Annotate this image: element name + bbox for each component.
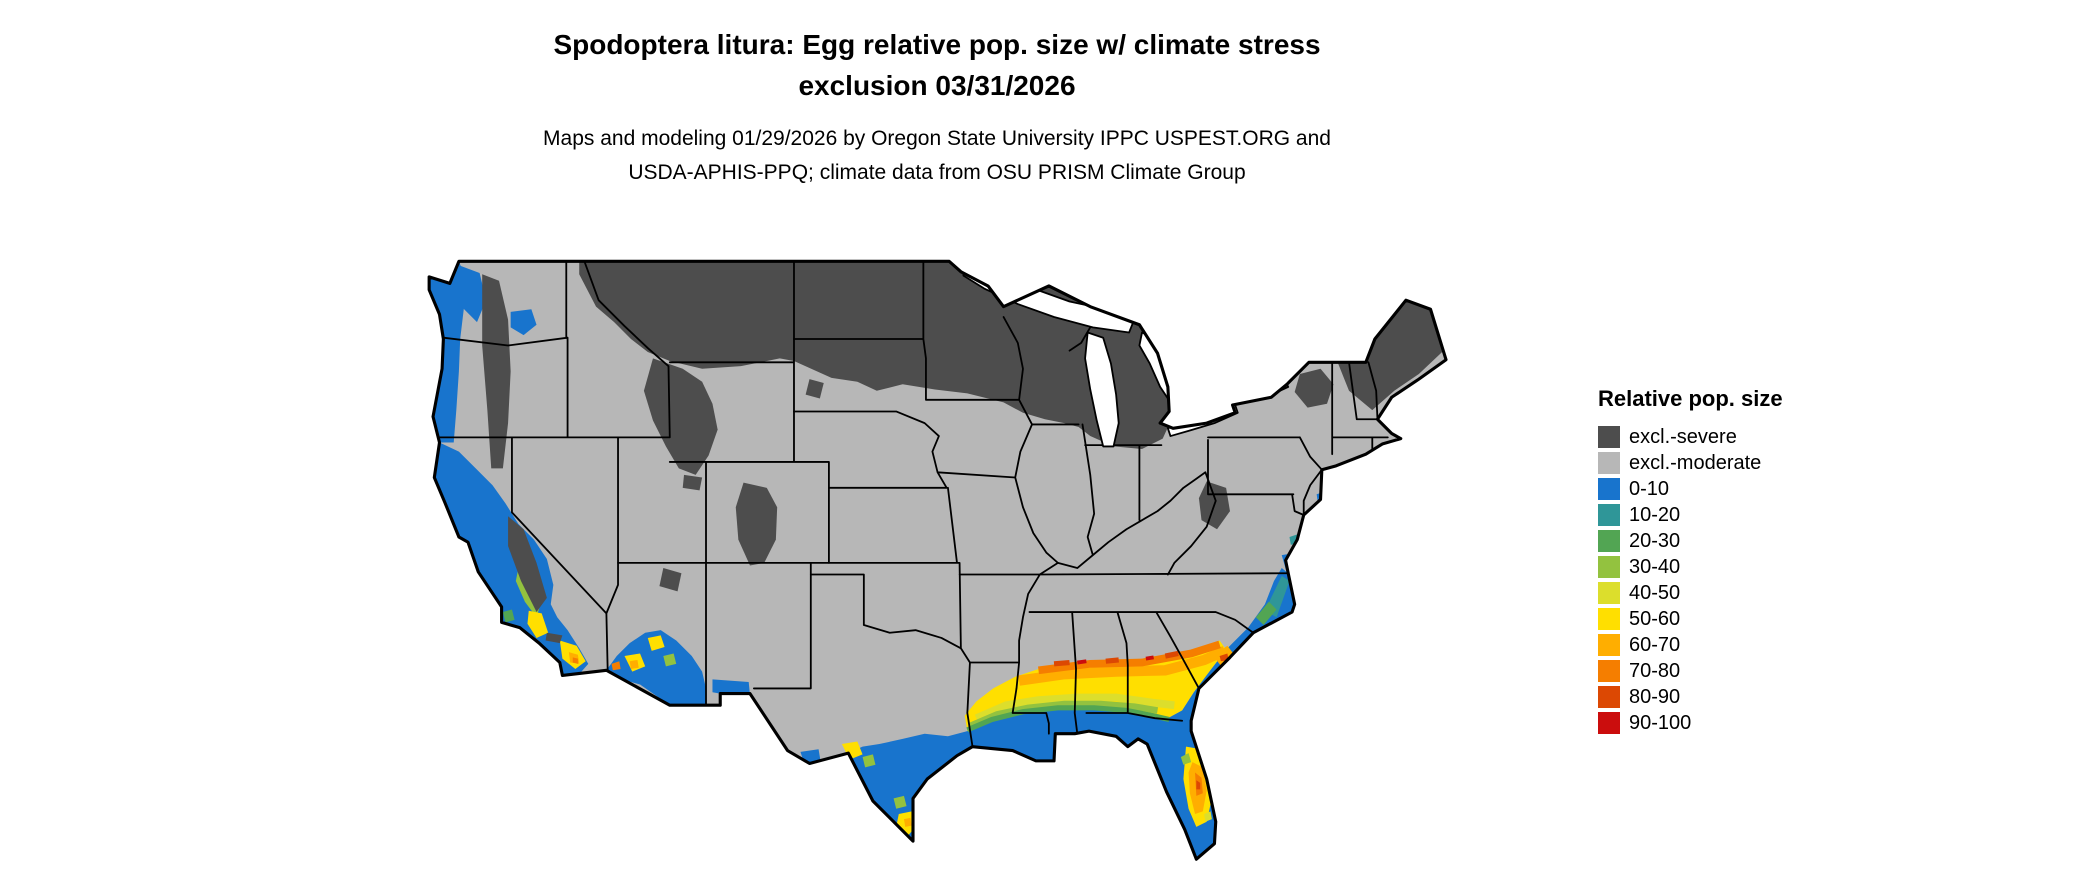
legend-label: 80-90	[1629, 685, 1681, 708]
page-title-line1: Spodoptera litura: Egg relative pop. siz…	[553, 29, 1321, 60]
legend-label: excl.-severe	[1629, 425, 1737, 448]
legend-swatch-10-20	[1598, 504, 1620, 526]
legend-item-excl-moderate: excl.-moderate	[1598, 450, 1858, 476]
legend-swatch-60-70	[1598, 634, 1620, 656]
map-header: Spodoptera litura: Egg relative pop. siz…	[287, 24, 1587, 190]
legend-swatch-excl-moderate	[1598, 452, 1620, 474]
legend-label: 60-70	[1629, 633, 1681, 656]
us-conus-map	[314, 229, 1556, 889]
page-title-line2: exclusion 03/31/2026	[798, 70, 1076, 101]
subtitle-line1: Maps and modeling 01/29/2026 by Oregon S…	[543, 127, 1331, 150]
legend-swatch-70-80	[1598, 660, 1620, 682]
legend-label: 40-50	[1629, 581, 1681, 604]
legend-swatch-50-60	[1598, 608, 1620, 630]
us-map-svg	[427, 259, 1448, 861]
legend-item-50-60: 50-60	[1598, 606, 1858, 632]
lake-michigan	[1084, 331, 1120, 448]
legend-label: 90-100	[1629, 711, 1692, 734]
legend-swatch-30-40	[1598, 556, 1620, 578]
legend-swatch-40-50	[1598, 582, 1620, 604]
legend-item-80-90: 80-90	[1598, 684, 1858, 710]
legend-item-60-70: 60-70	[1598, 632, 1858, 658]
legend-swatch-0-10	[1598, 478, 1620, 500]
legend-swatch-excl-severe	[1598, 426, 1620, 448]
map-legend: Relative pop. size excl.-severe excl.-mo…	[1598, 386, 1858, 736]
legend-item-0-10: 0-10	[1598, 476, 1858, 502]
legend-swatch-20-30	[1598, 530, 1620, 552]
legend-item-90-100: 90-100	[1598, 710, 1858, 736]
legend-swatch-80-90	[1598, 686, 1620, 708]
legend-label: 10-20	[1629, 503, 1681, 526]
legend-swatch-90-100	[1598, 712, 1620, 734]
legend-item-excl-severe: excl.-severe	[1598, 424, 1858, 450]
legend-item-40-50: 40-50	[1598, 580, 1858, 606]
legend-item-30-40: 30-40	[1598, 554, 1858, 580]
state-borders	[436, 261, 1389, 748]
legend-label: 50-60	[1629, 607, 1681, 630]
legend-item-70-80: 70-80	[1598, 658, 1858, 684]
legend-label: excl.-moderate	[1629, 451, 1762, 474]
legend-label: 0-10	[1629, 477, 1670, 500]
legend-title: Relative pop. size	[1598, 386, 1783, 411]
subtitle-line2: USDA-APHIS-PPQ; climate data from OSU PR…	[628, 161, 1246, 184]
legend-label: 20-30	[1629, 529, 1681, 552]
legend-item-10-20: 10-20	[1598, 502, 1858, 528]
map-subtitle: Maps and modeling 01/29/2026 by Oregon S…	[287, 122, 1587, 190]
legend-item-20-30: 20-30	[1598, 528, 1858, 554]
legend-label: 70-80	[1629, 659, 1681, 682]
legend-label: 30-40	[1629, 555, 1681, 578]
zone-gradient-band	[502, 534, 1299, 838]
